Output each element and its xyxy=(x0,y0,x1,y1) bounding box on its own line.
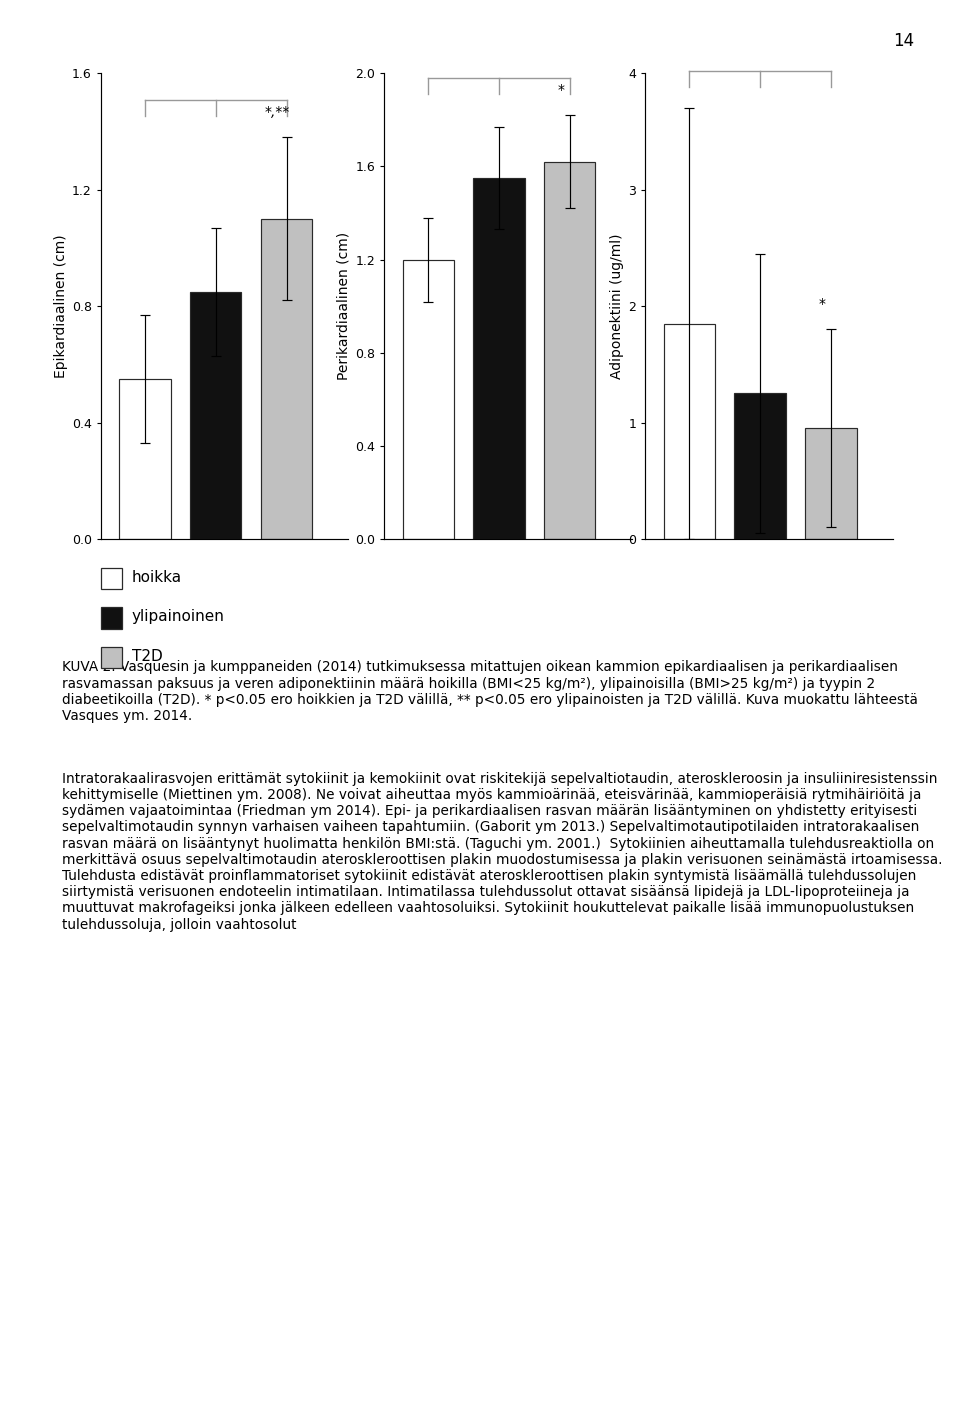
Bar xyxy=(805,429,856,539)
Y-axis label: Perikardiaalinen (cm): Perikardiaalinen (cm) xyxy=(337,233,350,380)
Text: *: * xyxy=(558,83,564,96)
Text: *: * xyxy=(819,296,826,310)
Bar xyxy=(734,394,786,539)
Text: *,**: *,** xyxy=(265,104,291,119)
Bar xyxy=(663,323,715,539)
Y-axis label: Epikardiaalinen (cm): Epikardiaalinen (cm) xyxy=(54,234,67,378)
Text: hoikka: hoikka xyxy=(132,570,181,584)
Y-axis label: Adiponektiini (ug/ml): Adiponektiini (ug/ml) xyxy=(610,233,624,380)
Text: KUVA 2. Vasquesin ja kumppaneiden (2014) tutkimuksessa mitattujen oikean kammion: KUVA 2. Vasquesin ja kumppaneiden (2014)… xyxy=(62,660,919,722)
Text: ylipainoinen: ylipainoinen xyxy=(132,610,225,624)
Text: Intratorakaalirasvojen erittämät sytokiinit ja kemokiinit ovat riskitekijä sepel: Intratorakaalirasvojen erittämät sytokii… xyxy=(62,772,943,931)
Bar xyxy=(190,292,242,539)
Bar xyxy=(473,178,525,539)
Bar xyxy=(402,260,454,539)
Bar xyxy=(119,380,171,539)
Text: 14: 14 xyxy=(893,32,914,51)
Bar xyxy=(544,162,595,539)
Text: T2D: T2D xyxy=(132,649,162,663)
Bar xyxy=(261,219,312,539)
